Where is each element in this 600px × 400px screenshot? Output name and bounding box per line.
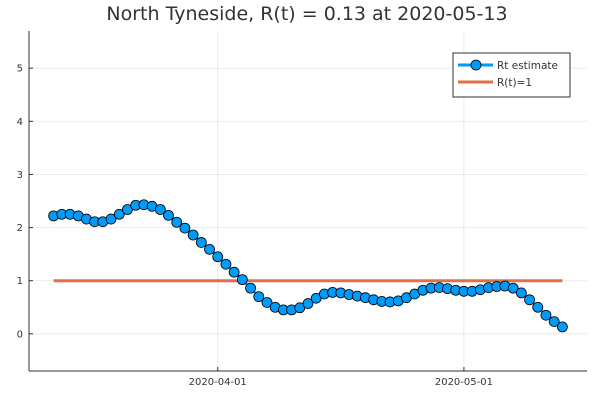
rt-estimate-point: [105, 213, 117, 225]
rt-estimate-point: [195, 237, 207, 248]
legend-box: [452, 52, 571, 98]
rt-estimate-point: [507, 282, 519, 294]
rt-estimate-point: [236, 274, 248, 286]
y-tick-label: 0: [17, 329, 23, 340]
y-tick-label: 2: [17, 223, 23, 234]
rt-estimate-point: [154, 204, 166, 215]
rt-estimate-point: [540, 309, 552, 321]
y-tick-label: 3: [17, 170, 23, 181]
chart-title: North Tyneside, R(t) = 0.13 at 2020-05-1…: [106, 3, 507, 25]
rt-estimate-point: [532, 301, 544, 313]
rt-estimate-point: [163, 209, 174, 221]
rt-estimate-point: [228, 266, 240, 278]
series-layer: [48, 199, 568, 333]
rt-estimate-point: [515, 287, 527, 299]
x-tick-label: 2020-05-01: [435, 377, 493, 388]
rt-estimate-point: [171, 216, 183, 228]
tick-labels: 0 1 2 3 4 5 2020-04-01 2020-05-01: [17, 64, 493, 388]
rt-estimate-point: [548, 316, 560, 327]
rt-estimate-point: [524, 294, 535, 306]
legend: Rt estimate R(t)=1: [452, 52, 571, 98]
rt-estimate-point: [253, 291, 265, 303]
rt-estimate-point: [179, 222, 191, 234]
rt-estimate-point: [212, 251, 224, 263]
rt-estimate-point: [220, 258, 232, 270]
rt-estimate-point: [261, 297, 273, 308]
y-tick-label: 5: [17, 64, 23, 75]
rt-estimate-point: [556, 321, 568, 333]
y-tick-label: 1: [17, 276, 23, 287]
rt-estimate-point: [245, 282, 256, 294]
y-tick-label: 4: [17, 117, 23, 128]
rt-estimate-point: [187, 229, 199, 241]
legend-marker-rt-estimate: [470, 59, 482, 71]
legend-label-rt-estimate: Rt estimate: [497, 60, 558, 72]
rt-estimate-point: [302, 298, 314, 309]
rt-estimate-point: [113, 208, 125, 220]
axes: [28, 31, 587, 372]
x-tick-label: 2020-04-01: [189, 377, 247, 388]
legend-label-rt-threshold: R(t)=1: [497, 77, 532, 89]
rt-estimate-point: [204, 243, 215, 255]
